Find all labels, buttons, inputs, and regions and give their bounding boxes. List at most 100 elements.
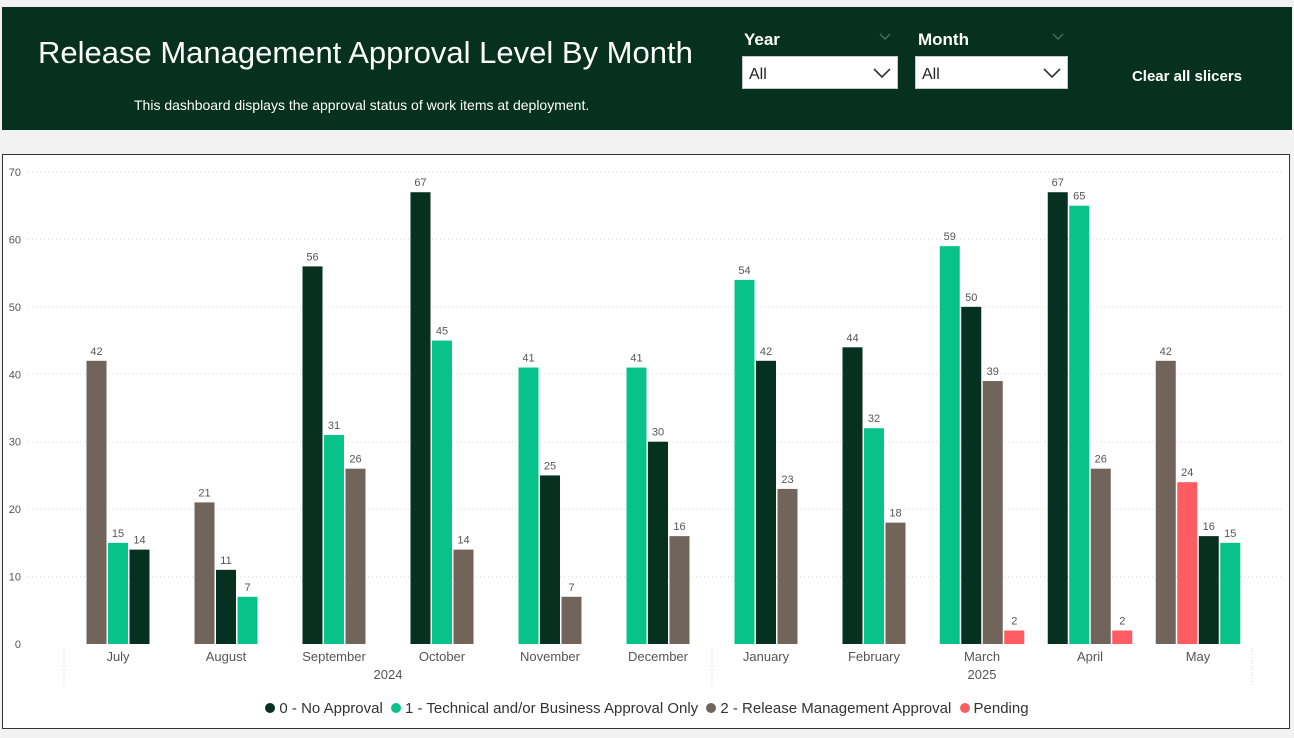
bar xyxy=(194,502,215,644)
bar xyxy=(734,279,755,644)
data-label: 16 xyxy=(673,521,685,533)
y-tick-label: 30 xyxy=(9,437,21,449)
data-label: 59 xyxy=(944,231,956,243)
data-label: 14 xyxy=(133,535,145,547)
legend-label: 1 - Technical and/or Business Approval O… xyxy=(404,700,699,717)
bar xyxy=(626,367,647,644)
data-label: 41 xyxy=(630,353,642,365)
legend-item[interactable]: 0 - No Approval xyxy=(265,700,383,717)
data-label: 11 xyxy=(220,555,231,567)
y-tick-label: 50 xyxy=(9,302,21,314)
data-label: 39 xyxy=(987,366,999,378)
legend-item[interactable]: 2 - Release Management Approval xyxy=(706,700,951,717)
bar xyxy=(1090,468,1111,644)
data-label: 7 xyxy=(244,582,250,594)
bar xyxy=(961,306,982,644)
x-tick-label: November xyxy=(520,649,581,664)
data-label: 15 xyxy=(112,528,124,540)
y-tick-label: 0 xyxy=(15,639,21,651)
data-label: 41 xyxy=(522,353,534,365)
dashboard-header: Release Management Approval Level By Mon… xyxy=(2,7,1292,130)
x-tick-label: April xyxy=(1077,649,1103,664)
legend-item[interactable]: Pending xyxy=(959,700,1029,717)
y-tick-label: 10 xyxy=(9,572,21,584)
legend-label: Pending xyxy=(973,700,1029,717)
year-slicer-collapse-icon[interactable] xyxy=(879,31,891,41)
data-label: 54 xyxy=(738,265,750,277)
data-label: 42 xyxy=(90,346,102,358)
chevron-down-icon xyxy=(1043,68,1061,79)
bar xyxy=(410,192,431,644)
chevron-down-icon xyxy=(873,68,891,79)
legend-swatch xyxy=(959,703,970,713)
bar xyxy=(540,475,560,644)
data-label: 21 xyxy=(198,487,210,499)
bar xyxy=(345,468,366,644)
page-title: Release Management Approval Level By Mon… xyxy=(38,35,693,70)
x-tick-label: September xyxy=(302,649,366,664)
chart-legend: 0 - No Approval 1 - Technical and/or Bus… xyxy=(0,700,1294,717)
data-label: 67 xyxy=(1052,177,1064,189)
bar xyxy=(1155,360,1176,644)
legend-item[interactable]: 1 - Technical and/or Business Approval O… xyxy=(390,700,699,717)
bar xyxy=(1004,630,1025,644)
month-slicer-label: Month xyxy=(918,30,969,49)
bar xyxy=(669,536,690,644)
data-label: 16 xyxy=(1203,521,1215,533)
data-label: 26 xyxy=(349,454,361,466)
legend-label: 0 - No Approval xyxy=(279,700,383,717)
x-year-label: 2024 xyxy=(374,667,403,682)
legend-swatch xyxy=(265,703,276,713)
bar xyxy=(453,549,474,644)
bar xyxy=(756,360,776,644)
y-tick-label: 70 xyxy=(9,167,21,179)
legend-swatch xyxy=(706,703,717,713)
y-tick-label: 40 xyxy=(9,369,21,381)
clear-all-slicers-button[interactable]: Clear all slicers xyxy=(1131,68,1243,85)
bar xyxy=(1069,205,1090,644)
data-label: 14 xyxy=(457,535,469,547)
year-slicer-label: Year xyxy=(744,30,780,49)
bar xyxy=(939,246,960,644)
y-tick-label: 60 xyxy=(9,234,21,246)
year-dropdown-value: All xyxy=(749,66,767,83)
bar xyxy=(129,549,150,644)
data-label: 15 xyxy=(1224,528,1236,540)
data-label: 65 xyxy=(1073,191,1085,203)
bar xyxy=(108,542,128,644)
year-dropdown[interactable]: All xyxy=(742,56,898,89)
bar xyxy=(1198,536,1219,644)
data-label: 32 xyxy=(868,413,880,425)
data-label: 26 xyxy=(1095,454,1107,466)
bar xyxy=(237,596,258,644)
x-tick-label: March xyxy=(964,649,1000,664)
bar xyxy=(982,381,1003,644)
bar xyxy=(324,434,344,644)
data-label: 2 xyxy=(1119,616,1125,628)
bar xyxy=(1112,630,1133,644)
month-dropdown[interactable]: All xyxy=(915,56,1068,89)
bar xyxy=(561,596,582,644)
month-slicer-collapse-icon[interactable] xyxy=(1052,31,1064,41)
bar xyxy=(432,340,452,644)
bar xyxy=(885,522,906,644)
y-tick-label: 20 xyxy=(9,504,21,516)
legend-swatch xyxy=(390,703,401,713)
x-tick-label: February xyxy=(848,649,901,664)
data-label: 18 xyxy=(889,508,901,520)
x-tick-label: August xyxy=(206,649,247,664)
bar xyxy=(86,360,107,644)
bar xyxy=(864,428,884,644)
x-tick-label: January xyxy=(743,649,790,664)
data-label: 50 xyxy=(965,292,977,304)
month-dropdown-value: All xyxy=(922,66,940,83)
bar xyxy=(648,441,668,644)
x-tick-label: May xyxy=(1186,649,1211,664)
bar xyxy=(842,347,863,644)
bar xyxy=(777,488,798,644)
data-label: 56 xyxy=(306,251,318,263)
x-tick-label: October xyxy=(419,649,466,664)
data-label: 23 xyxy=(781,474,793,486)
data-label: 31 xyxy=(328,420,340,432)
